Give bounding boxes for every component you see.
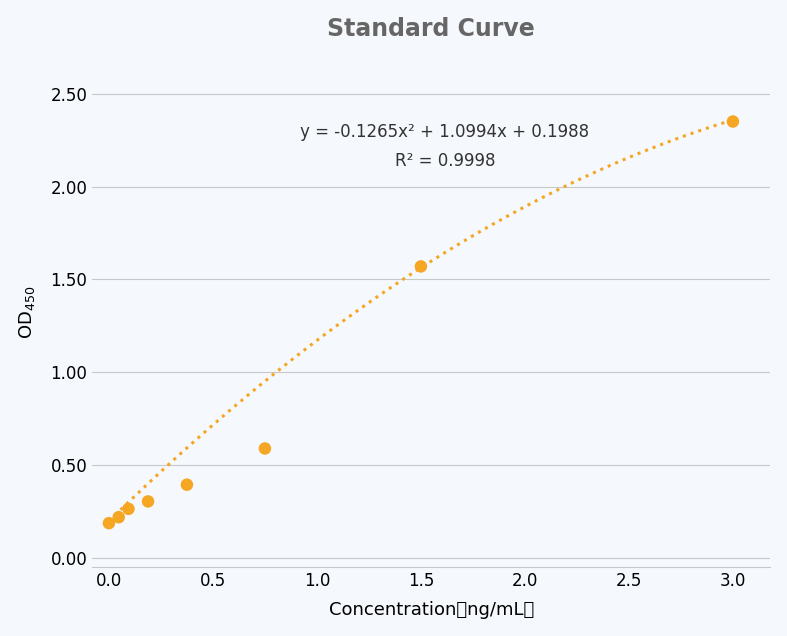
Point (102, 518, 115, 529)
Text: y = -0.1265x² + 1.0994x + 0.1988
R² = 0.9998: y = -0.1265x² + 1.0994x + 0.1988 R² = 0.… (301, 123, 589, 170)
Point (142, 496, 154, 506)
Y-axis label: OD$_{450}$: OD$_{450}$ (17, 285, 37, 338)
Point (113, 512, 125, 522)
Point (726, 116, 739, 127)
X-axis label: Concentration（ng/mL）: Concentration（ng/mL） (329, 601, 534, 619)
Point (122, 504, 135, 514)
Point (259, 443, 272, 453)
Point (181, 480, 194, 490)
Point (415, 261, 427, 272)
Title: Standard Curve: Standard Curve (327, 17, 535, 41)
